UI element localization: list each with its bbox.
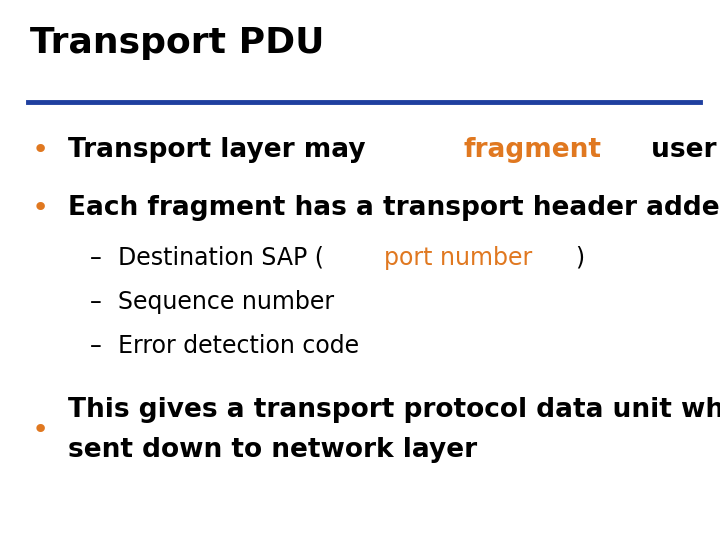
Text: port number: port number — [384, 246, 532, 270]
Text: •: • — [32, 136, 49, 164]
Text: sent down to network layer: sent down to network layer — [68, 437, 477, 463]
Text: This gives a transport protocol data unit which is: This gives a transport protocol data uni… — [68, 397, 720, 423]
Text: •: • — [32, 416, 49, 444]
Text: Transport PDU: Transport PDU — [30, 26, 325, 60]
Text: Error detection code: Error detection code — [118, 334, 359, 358]
Text: –: – — [90, 334, 102, 358]
Text: ): ) — [575, 246, 584, 270]
Text: Sequence number: Sequence number — [118, 290, 334, 314]
Text: Each fragment has a transport header added: Each fragment has a transport header add… — [68, 195, 720, 221]
Text: •: • — [32, 194, 49, 222]
Text: Transport layer may: Transport layer may — [68, 137, 374, 163]
Text: user data: user data — [642, 137, 720, 163]
Text: Destination SAP (: Destination SAP ( — [118, 246, 324, 270]
Text: fragment: fragment — [464, 137, 602, 163]
Text: –: – — [90, 246, 102, 270]
Text: –: – — [90, 290, 102, 314]
